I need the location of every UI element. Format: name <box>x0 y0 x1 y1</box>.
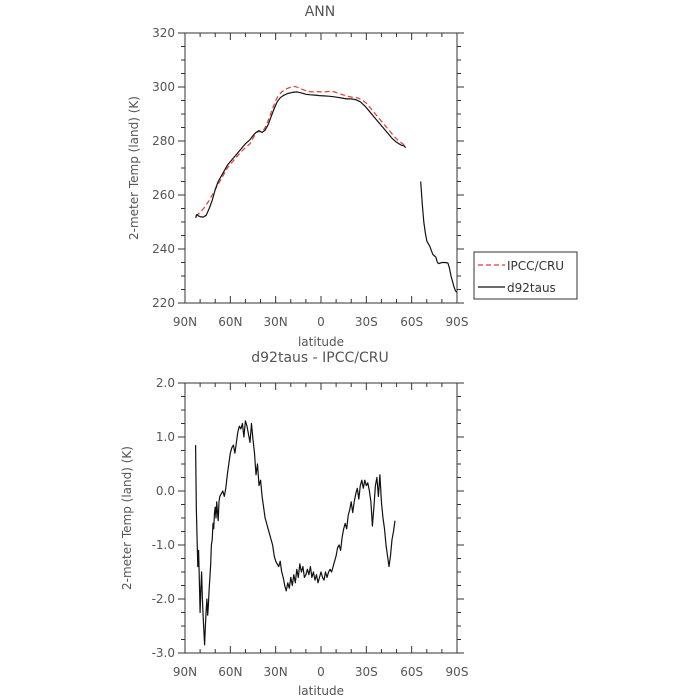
top-x-tick-label: 90S <box>446 315 469 329</box>
bottom-x-tick-label: 30N <box>264 665 288 679</box>
top-panel: ANN 90N 60N 30N 0 30S 60S 90S 220 240 260 280 300 32… <box>127 4 468 349</box>
bottom-y-tick-label: 2.0 <box>156 376 175 390</box>
legend-label-d92taus: d92taus <box>507 281 556 295</box>
top-axis-ticks: 90N 60N 30N 0 30S 60S 90S 220 240 260 280 300 320 <box>152 26 468 329</box>
bottom-y-tick-label: -2.0 <box>152 592 175 606</box>
bottom-x-tick-label: 30S <box>355 665 378 679</box>
top-chart-title: ANN <box>305 4 336 20</box>
top-y-tick-label: 260 <box>152 188 175 202</box>
top-series-group <box>195 85 458 293</box>
bottom-y-tick-label: 0.0 <box>156 484 175 498</box>
top-series-line-d92taus <box>195 91 407 219</box>
top-series-line-d92taus <box>420 181 458 293</box>
bottom-x-tick-label: 60N <box>218 665 242 679</box>
bottom-x-tick-label: 90S <box>446 665 469 679</box>
bottom-axis-ticks: 90N 60N 30N 0 30S 60S 90S -3.0 -2.0 -1.0 0.0 1.0 2.0 <box>152 376 469 679</box>
legend: IPCC/CRU d92taus <box>473 251 578 300</box>
bottom-plot-frame <box>184 382 458 654</box>
top-x-axis-label: latitude <box>298 335 344 349</box>
top-x-tick-label: 30S <box>355 315 378 329</box>
bottom-x-tick-label: 60S <box>400 665 423 679</box>
bottom-panel: d92taus - IPCC/CRU 90N 60N 30N 0 30S 60S 90S -3… <box>120 350 468 698</box>
top-y-tick-label: 320 <box>152 26 175 40</box>
top-x-tick-label: 60N <box>218 315 242 329</box>
bottom-series-line-series-0 <box>195 420 396 646</box>
top-x-tick-label: 90N <box>173 315 197 329</box>
top-y-tick-label: 220 <box>152 296 175 310</box>
bottom-y-axis-label: 2-meter Temp (land) (K) <box>120 446 134 590</box>
bottom-chart-title: d92taus - IPCC/CRU <box>251 350 388 366</box>
bottom-x-tick-label: 0 <box>317 665 325 679</box>
top-series-line-ipcc-cru <box>195 85 407 217</box>
bottom-x-tick-label: 90N <box>173 665 197 679</box>
top-x-tick-label: 0 <box>317 315 325 329</box>
legend-box <box>473 251 578 300</box>
bottom-y-tick-label: 1.0 <box>156 430 175 444</box>
top-x-tick-label: 60S <box>400 315 423 329</box>
bottom-series-group <box>195 420 396 646</box>
top-y-tick-label: 240 <box>152 242 175 256</box>
top-x-tick-label: 30N <box>264 315 288 329</box>
top-y-tick-label: 280 <box>152 134 175 148</box>
bottom-x-axis-label: latitude <box>298 684 344 698</box>
bottom-y-tick-label: -1.0 <box>152 538 175 552</box>
legend-label-ipcc-cru: IPCC/CRU <box>507 259 564 273</box>
top-y-tick-label: 300 <box>152 80 175 94</box>
top-y-axis-label: 2-meter Temp (land) (K) <box>127 96 141 240</box>
bottom-y-tick-label: -3.0 <box>152 646 175 660</box>
